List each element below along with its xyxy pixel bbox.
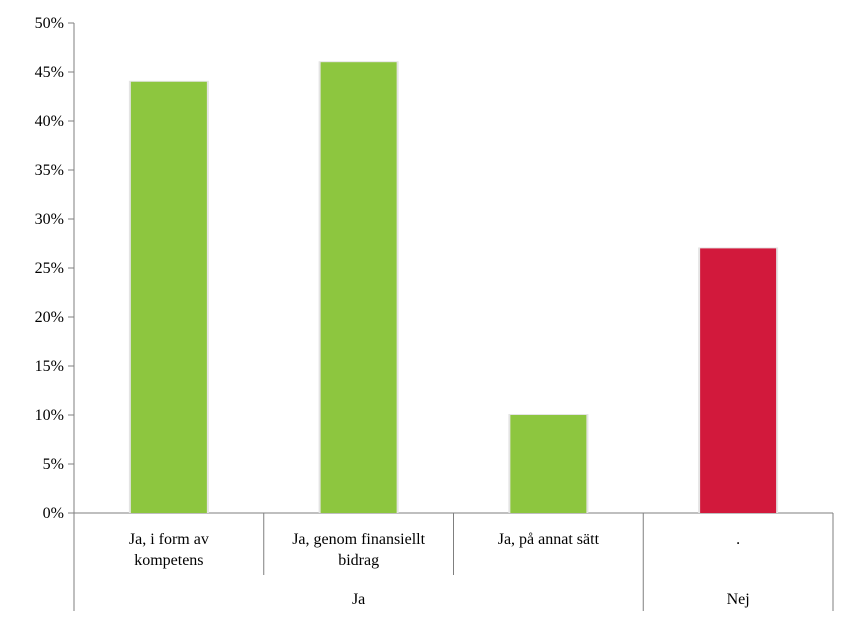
bar <box>320 62 397 513</box>
category-label-line: kompetens <box>134 552 203 569</box>
bar <box>510 415 587 513</box>
category-label-line: . <box>736 531 740 548</box>
category-label: Ja, på annat sätt <box>498 531 600 548</box>
category-label-line: Ja, genom finansiellt <box>292 531 425 548</box>
y-tick-label: 5% <box>43 456 64 473</box>
category-label: . <box>736 531 740 548</box>
y-tick-label: 30% <box>35 211 64 228</box>
category-label-line: bidrag <box>338 552 379 569</box>
bar <box>130 81 207 514</box>
y-tick-label: 35% <box>35 162 64 179</box>
y-tick-label: 15% <box>35 358 64 375</box>
y-tick-label: 50% <box>35 15 64 32</box>
category-label: Ja, genom finansiellt bidrag <box>292 531 425 569</box>
y-tick-label: 25% <box>35 260 64 277</box>
y-tick-label: 20% <box>35 309 64 326</box>
y-tick-label: 0% <box>43 505 64 522</box>
category-label: Ja, i form av kompetens <box>129 531 209 569</box>
y-tick-label: 10% <box>35 407 64 424</box>
group-label: Ja <box>352 591 365 608</box>
bar <box>700 248 777 513</box>
category-label-line: Ja, på annat sätt <box>498 531 600 548</box>
y-tick-label: 45% <box>35 64 64 81</box>
y-tick-label: 40% <box>35 113 64 130</box>
category-label-line: Ja, i form av <box>129 531 209 548</box>
group-label: Nej <box>727 591 750 608</box>
